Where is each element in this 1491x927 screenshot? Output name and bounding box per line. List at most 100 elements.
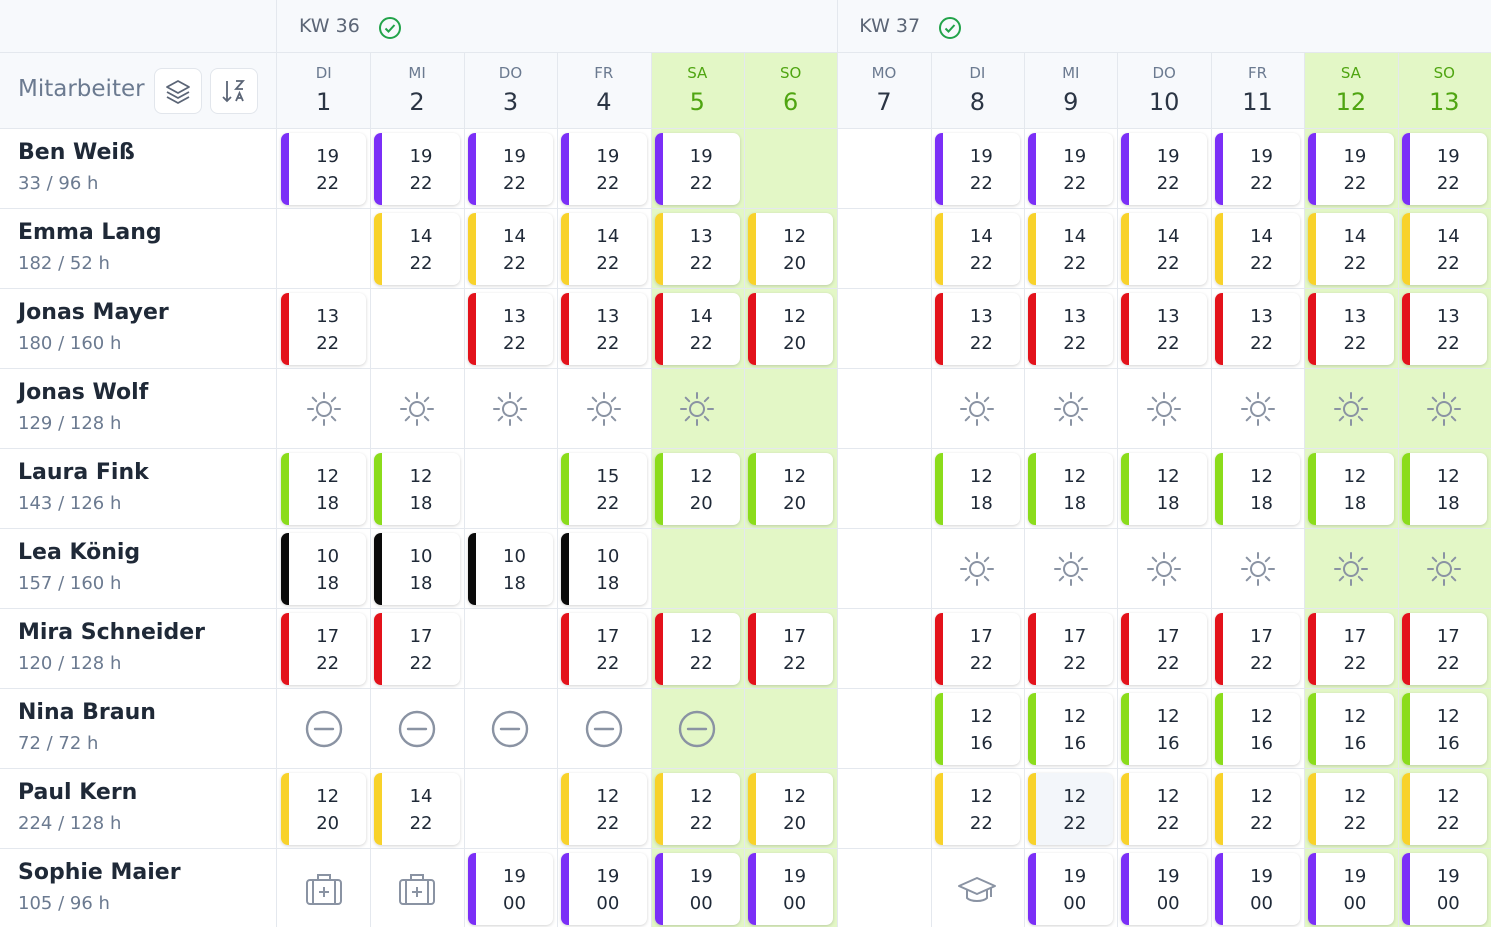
shift-card[interactable]: 13 22 xyxy=(467,293,554,365)
shift-card[interactable]: 19 22 xyxy=(281,133,367,205)
day-of-week: FR xyxy=(594,64,614,82)
shift-start: 12 xyxy=(969,786,993,807)
shift-card[interactable]: 12 18 xyxy=(1308,453,1394,525)
shift-color xyxy=(1028,133,1037,205)
shift-card[interactable]: 19 00 xyxy=(1121,853,1207,925)
shift-card[interactable]: 14 22 xyxy=(467,213,554,285)
shift-card[interactable]: 19 22 xyxy=(1308,133,1394,205)
shift-card[interactable]: 14 22 xyxy=(1308,213,1394,285)
shift-card[interactable]: 12 16 xyxy=(1308,693,1394,765)
shift-end: 22 xyxy=(1250,813,1273,834)
shift-card[interactable]: 12 16 xyxy=(934,693,1021,765)
shift-card[interactable]: 12 22 xyxy=(1308,773,1394,845)
shift-card[interactable]: 19 00 xyxy=(1214,853,1301,925)
shift-card[interactable]: 13 22 xyxy=(1308,293,1394,365)
shift-card[interactable]: 19 00 xyxy=(561,853,647,925)
shift-card[interactable]: 15 22 xyxy=(561,453,647,525)
shift-card[interactable]: 14 22 xyxy=(1028,213,1114,285)
sort-button[interactable] xyxy=(210,68,258,114)
shift-card[interactable]: 12 20 xyxy=(747,773,834,845)
shift-card[interactable]: 19 00 xyxy=(467,853,554,925)
shift-card[interactable]: 13 22 xyxy=(1121,293,1207,365)
shift-card[interactable]: 14 22 xyxy=(1121,213,1207,285)
shift-card[interactable]: 19 22 xyxy=(1401,133,1487,205)
shift-card[interactable]: 14 22 xyxy=(654,293,740,365)
shift-card[interactable]: 13 22 xyxy=(934,293,1021,365)
shift-card[interactable]: 19 22 xyxy=(374,133,460,205)
shift-card[interactable]: 12 22 xyxy=(1401,773,1487,845)
shift-card[interactable]: 17 22 xyxy=(1214,613,1301,685)
shift-card[interactable]: 10 18 xyxy=(281,533,367,605)
shift-card[interactable]: 12 18 xyxy=(1028,453,1114,525)
shift-card[interactable]: 14 22 xyxy=(374,773,460,845)
shift-card[interactable]: 12 20 xyxy=(281,773,367,845)
shift-card[interactable]: 13 22 xyxy=(654,213,740,285)
shift-end: 22 xyxy=(596,493,620,514)
shift-card[interactable]: 13 22 xyxy=(1401,293,1487,365)
shift-card[interactable]: 19 22 xyxy=(654,133,740,205)
shift-card[interactable]: 12 20 xyxy=(654,453,740,525)
layers-button[interactable] xyxy=(154,68,202,114)
shift-card[interactable]: 14 22 xyxy=(934,213,1021,285)
shift-card[interactable]: 14 22 xyxy=(1401,213,1487,285)
shift-card[interactable]: 10 18 xyxy=(561,533,647,605)
shift-card[interactable]: 19 00 xyxy=(1028,853,1114,925)
shift-card[interactable]: 10 18 xyxy=(374,533,460,605)
shift-card[interactable]: 17 22 xyxy=(1121,613,1207,685)
shift-color xyxy=(1401,853,1410,925)
shift-card[interactable]: 12 18 xyxy=(374,453,460,525)
shift-start: 12 xyxy=(1250,706,1273,727)
shift-end: 18 xyxy=(503,573,526,594)
shift-card[interactable]: 14 22 xyxy=(1214,213,1301,285)
shift-card[interactable]: 19 22 xyxy=(467,133,554,205)
shift-card[interactable]: 12 18 xyxy=(281,453,367,525)
shift-start: 19 xyxy=(1156,866,1180,887)
shift-card[interactable]: 17 22 xyxy=(561,613,647,685)
shift-card[interactable]: 12 16 xyxy=(1028,693,1114,765)
shift-card[interactable]: 12 20 xyxy=(747,293,834,365)
shift-card[interactable]: 19 22 xyxy=(561,133,647,205)
shift-card[interactable]: 12 18 xyxy=(1401,453,1487,525)
shift-card[interactable]: 12 22 xyxy=(561,773,647,845)
shift-card[interactable]: 17 22 xyxy=(1028,613,1114,685)
shift-card[interactable]: 19 22 xyxy=(1028,133,1114,205)
shift-card[interactable]: 17 22 xyxy=(1401,613,1487,685)
shift-color xyxy=(1028,693,1037,765)
shift-card[interactable]: 17 22 xyxy=(281,613,367,685)
shift-end: 22 xyxy=(503,253,526,274)
shift-card[interactable]: 12 22 xyxy=(1121,773,1207,845)
shift-card[interactable]: 12 22 xyxy=(934,773,1021,845)
shift-card[interactable]: 17 22 xyxy=(747,613,834,685)
shift-card[interactable]: 12 22 xyxy=(1028,773,1114,845)
shift-card[interactable]: 13 22 xyxy=(281,293,367,365)
shift-card[interactable]: 12 20 xyxy=(747,453,834,525)
shift-card[interactable]: 12 18 xyxy=(1121,453,1207,525)
shift-card[interactable]: 13 22 xyxy=(561,293,647,365)
shift-card[interactable]: 12 20 xyxy=(747,213,834,285)
shift-card[interactable]: 12 22 xyxy=(1214,773,1301,845)
shift-card[interactable]: 12 18 xyxy=(1214,453,1301,525)
shift-card[interactable]: 19 00 xyxy=(1401,853,1487,925)
shift-card[interactable]: 10 18 xyxy=(467,533,554,605)
shift-card[interactable]: 12 16 xyxy=(1401,693,1487,765)
shift-card[interactable]: 19 00 xyxy=(1308,853,1394,925)
shift-card[interactable]: 19 00 xyxy=(747,853,834,925)
shift-card[interactable]: 14 22 xyxy=(374,213,460,285)
shift-card[interactable]: 17 22 xyxy=(934,613,1021,685)
shift-card[interactable]: 12 18 xyxy=(934,453,1021,525)
shift-card[interactable]: 12 16 xyxy=(1214,693,1301,765)
shift-card[interactable]: 12 22 xyxy=(654,773,740,845)
shift-card[interactable]: 19 22 xyxy=(1214,133,1301,205)
shift-card[interactable]: 12 16 xyxy=(1121,693,1207,765)
shift-card[interactable]: 13 22 xyxy=(1028,293,1114,365)
shift-color xyxy=(654,133,663,205)
shift-card[interactable]: 13 22 xyxy=(1214,293,1301,365)
shift-card[interactable]: 17 22 xyxy=(374,613,460,685)
shift-card[interactable]: 19 00 xyxy=(654,853,740,925)
shift-card[interactable]: 12 22 xyxy=(654,613,740,685)
shift-card[interactable]: 14 22 xyxy=(561,213,647,285)
shift-card[interactable]: 17 22 xyxy=(1308,613,1394,685)
shift-card[interactable]: 19 22 xyxy=(1121,133,1207,205)
shift-card[interactable]: 19 22 xyxy=(934,133,1021,205)
shift-end: 00 xyxy=(503,893,526,914)
